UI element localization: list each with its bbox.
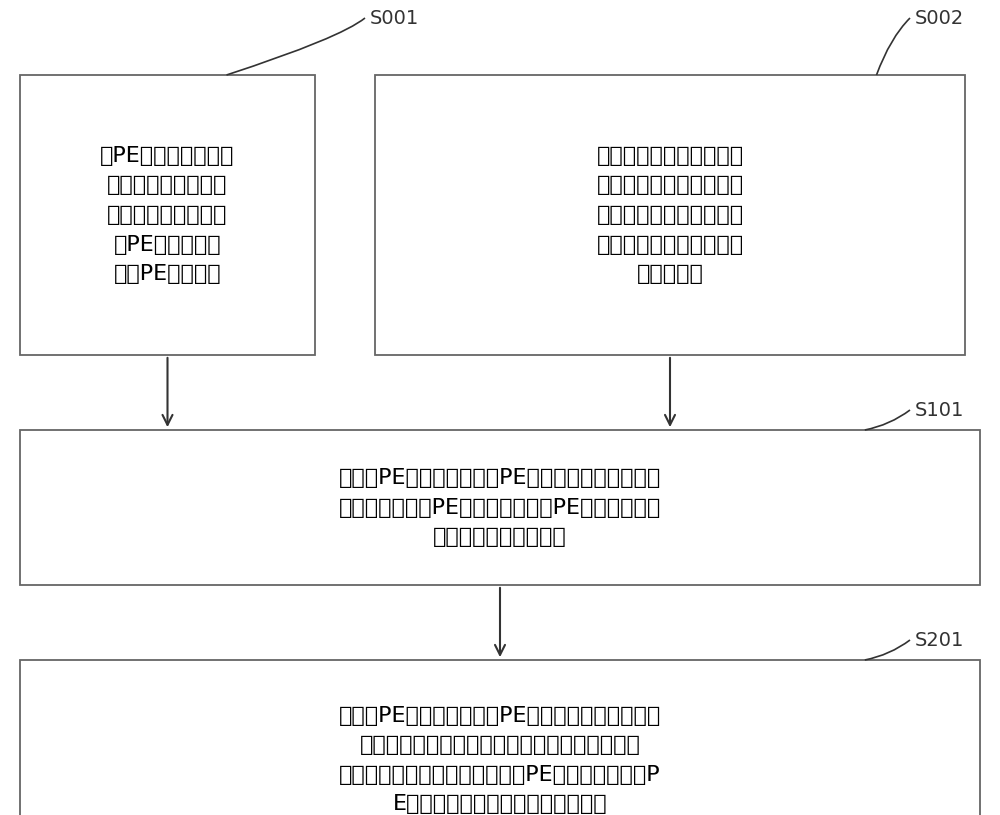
Text: S002: S002 [915, 8, 964, 28]
Text: 在第一PE材质膜片和第二PE材质膜片的至少两个相
对应的边角处分别设置焊接区域，在该焊接区域
，通过焊接将纯水流道布、第一PE材质膜片、第二P
E材质膜片和浓水: 在第一PE材质膜片和第二PE材质膜片的至少两个相 对应的边角处分别设置焊接区域，… [339, 706, 661, 814]
Text: S201: S201 [915, 631, 964, 650]
Bar [375, 75, 965, 355]
Bar [20, 75, 315, 355]
Bar [20, 660, 980, 815]
Text: S101: S101 [915, 400, 964, 420]
Text: S001: S001 [370, 8, 419, 28]
Bar [20, 430, 980, 585]
Text: 将PE材质膜原料裁切
成需要的尺寸，并做
除静电处理，得到第
一PE材质膜片和
第二PE材质膜片: 将PE材质膜原料裁切 成需要的尺寸，并做 除静电处理，得到第 一PE材质膜片和 … [100, 146, 235, 284]
Text: 在第一PE材质膜片和第二PE材质膜片之间夹设浓水
流道布，在第一PE材质膜片或第二PE材质膜片的外
侧表面放置纯水流道布: 在第一PE材质膜片和第二PE材质膜片之间夹设浓水 流道布，在第一PE材质膜片或第… [339, 468, 661, 547]
Text: 将纯水流道布原料和浓水
流道布原料裁切成需要的
尺寸，并分别做除静电处
理，得到纯水流道布和浓
水流道布。: 将纯水流道布原料和浓水 流道布原料裁切成需要的 尺寸，并分别做除静电处 理，得到… [596, 146, 744, 284]
